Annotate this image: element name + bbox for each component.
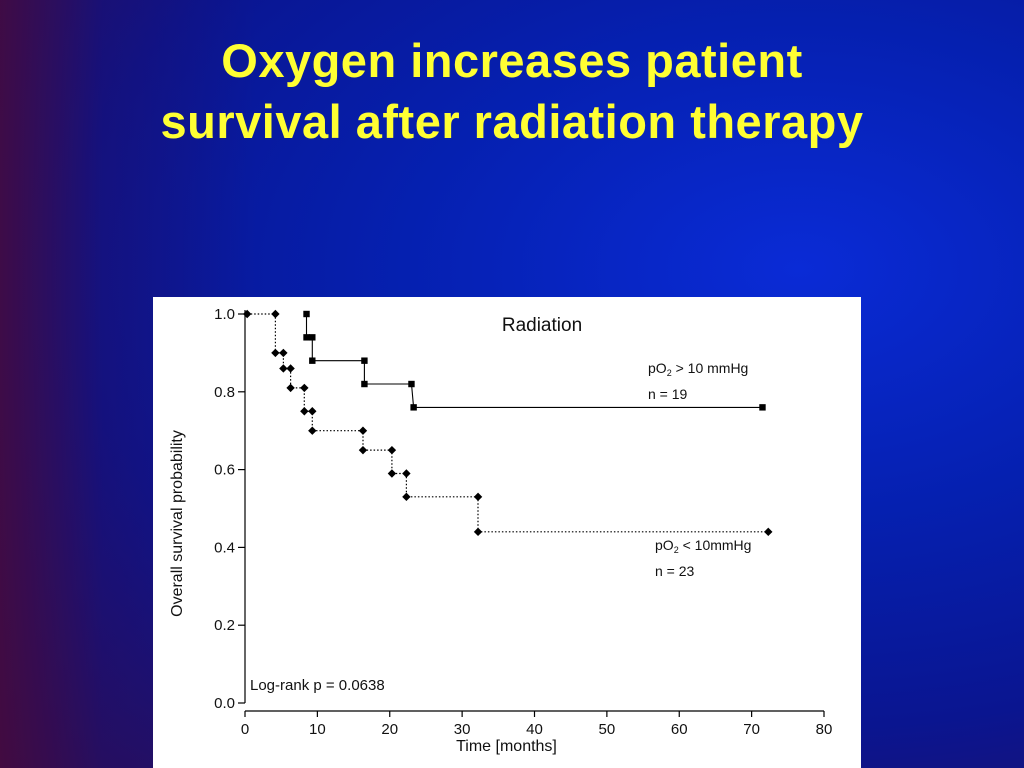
y-tick-label: 0.4 xyxy=(214,539,235,556)
series-n-label-0: n = 19 xyxy=(648,386,688,402)
series-label-prefix: pO xyxy=(655,537,674,553)
slide-title-line-1: Oxygen increases patient xyxy=(221,34,803,87)
diamond-marker xyxy=(300,383,309,393)
y-tick-label: 0.2 xyxy=(214,617,235,634)
chart-series xyxy=(242,309,773,537)
series-n-label-1: n = 23 xyxy=(655,563,695,579)
series-low-po2 xyxy=(242,309,773,537)
survival-chart: 0.0 0.2 0.4 0.6 0.8 1.0 0 10 20 30 40 50 60 70 80 Time… xyxy=(169,306,832,755)
chart-title: Radiation xyxy=(502,315,582,336)
series-high-po2 xyxy=(303,310,766,411)
square-marker xyxy=(759,404,766,411)
slide-title: Oxygen increases patient survival after … xyxy=(0,30,1024,152)
diamond-marker xyxy=(387,469,397,478)
y-tick-label: 0.0 xyxy=(214,695,235,712)
y-tick-label: 0.6 xyxy=(214,462,235,479)
x-axis-title: Time [months] xyxy=(456,738,557,755)
series-label-suffix: > 10 mmHg xyxy=(672,360,749,376)
square-marker xyxy=(410,404,417,411)
x-tick-label: 40 xyxy=(526,721,543,738)
square-marker xyxy=(408,380,415,388)
x-tick-label: 10 xyxy=(309,721,326,738)
chart-labels: Time [months] Overall survival probabilit… xyxy=(169,315,751,755)
series-label-subscript: 2 xyxy=(674,545,679,555)
survival-step-line xyxy=(247,313,769,533)
diamond-marker xyxy=(764,527,773,537)
x-tick-label: 70 xyxy=(743,721,760,738)
diamond-marker xyxy=(242,309,252,319)
y-tick-label: 0.8 xyxy=(214,384,235,401)
diamond-marker xyxy=(402,492,411,502)
square-marker xyxy=(309,334,316,341)
diamond-marker xyxy=(473,492,483,502)
diamond-marker xyxy=(358,426,368,435)
series-label-subscript: 2 xyxy=(667,368,672,378)
diamond-marker xyxy=(271,348,280,358)
diamond-marker xyxy=(279,348,288,358)
square-marker xyxy=(361,357,368,364)
square-marker xyxy=(303,310,310,318)
square-marker xyxy=(309,357,316,364)
series-label-prefix: pO xyxy=(648,360,667,376)
square-marker xyxy=(361,380,368,388)
survival-chart-figure: 0.0 0.2 0.4 0.6 0.8 1.0 0 10 20 30 40 50 60 70 80 Time… xyxy=(153,297,861,768)
x-tick-label: 80 xyxy=(816,721,833,738)
log-rank-annotation: Log-rank p = 0.0638 xyxy=(250,677,385,694)
diamond-marker xyxy=(308,407,317,416)
diamond-marker xyxy=(387,445,397,455)
diamond-marker xyxy=(402,469,411,478)
slide-title-line-2: survival after radiation therapy xyxy=(160,95,864,148)
y-tick-label: 1.0 xyxy=(214,306,235,323)
x-tick-label: 0 xyxy=(241,721,249,738)
diamond-marker xyxy=(286,364,295,373)
x-tick-label: 50 xyxy=(599,721,616,738)
x-tick-label: 60 xyxy=(671,721,688,738)
chart-axes: 0.0 0.2 0.4 0.6 0.8 1.0 0 10 20 30 40 50 60 70 80 xyxy=(214,306,832,738)
diamond-marker xyxy=(286,383,295,393)
y-axis-title: Overall survival probability xyxy=(169,430,186,617)
x-tick-label: 30 xyxy=(454,721,471,738)
series-label-suffix: < 10mmHg xyxy=(679,537,752,553)
series-label-1: pO2 < 10mmHg xyxy=(655,537,751,555)
square-marker xyxy=(303,334,310,341)
diamond-marker xyxy=(279,364,288,373)
x-tick-label: 20 xyxy=(381,721,398,738)
diamond-marker xyxy=(308,426,317,435)
diamond-marker xyxy=(358,445,368,455)
diamond-marker xyxy=(300,407,309,416)
series-label-0: pO2 > 10 mmHg xyxy=(648,360,748,378)
diamond-marker xyxy=(271,309,280,319)
diamond-marker xyxy=(473,527,483,537)
